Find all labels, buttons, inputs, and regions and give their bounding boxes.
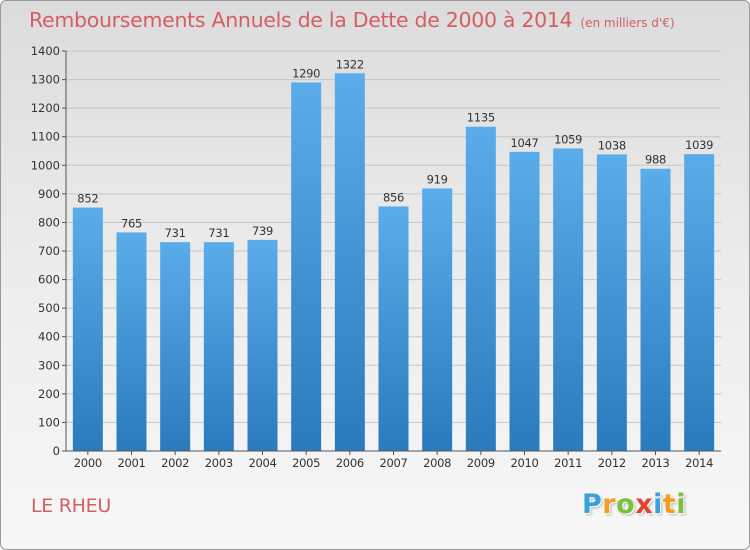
bar — [553, 148, 584, 451]
y-tick-label: 200 — [38, 387, 60, 401]
bar — [422, 188, 453, 451]
bars — [72, 73, 715, 452]
data-label: 765 — [121, 216, 142, 230]
bar — [378, 206, 409, 451]
x-tick-label: 2011 — [554, 456, 582, 470]
x-tick-label: 2007 — [379, 456, 407, 470]
y-tick-label: 600 — [38, 273, 60, 287]
x-tick-label: 2004 — [248, 456, 276, 470]
bar — [596, 154, 627, 451]
logo-letter: r — [602, 489, 617, 520]
bar — [684, 154, 715, 451]
commune-name: LE RHEU — [31, 495, 111, 517]
logo-letter: i — [676, 489, 687, 520]
data-label: 988 — [645, 153, 666, 167]
bar — [334, 73, 365, 452]
x-tick-label: 2000 — [74, 456, 102, 470]
bar — [72, 207, 103, 451]
y-tick-label: 1300 — [31, 73, 60, 87]
x-tick-label: 2005 — [292, 456, 320, 470]
bar — [116, 232, 147, 451]
bar — [247, 239, 278, 451]
data-label: 1039 — [685, 138, 713, 152]
y-tick-label: 0 — [53, 444, 60, 458]
y-tick-label: 100 — [38, 415, 60, 429]
axes: 0 100 200 300 400 500 600 700 800 900 1000 1100 1200… — [31, 44, 721, 470]
chart-subtitle: (en milliers d'€) — [580, 16, 675, 30]
data-label: 1135 — [467, 111, 495, 125]
x-tick-label: 2002 — [161, 456, 189, 470]
value-labels: 852 765 731 731 739 1290 1322 856 919 1135 1047 105… — [77, 57, 713, 240]
data-label: 856 — [383, 190, 404, 204]
data-label: 1047 — [510, 136, 538, 150]
data-label: 731 — [208, 226, 229, 240]
data-label: 1038 — [598, 138, 626, 152]
data-label: 739 — [252, 224, 273, 238]
data-label: 731 — [165, 226, 186, 240]
y-tick-label: 1200 — [31, 101, 60, 115]
data-label: 1059 — [554, 132, 582, 146]
x-tick-label: 2013 — [641, 456, 669, 470]
data-label: 919 — [427, 172, 448, 186]
x-tick-label: 2014 — [685, 456, 713, 470]
x-tick-label: 2003 — [205, 456, 233, 470]
bar — [203, 242, 234, 451]
data-label: 852 — [77, 192, 98, 206]
y-tick-label: 800 — [38, 215, 60, 229]
y-tick-label: 400 — [38, 330, 60, 344]
data-label: 1290 — [292, 66, 320, 80]
data-label: 1322 — [336, 57, 364, 71]
logo-letter: o — [616, 489, 636, 520]
bar — [465, 126, 496, 451]
y-tick-label: 700 — [38, 244, 60, 258]
logo-letter: i — [653, 489, 663, 520]
chart-title: Remboursements Annuels de la Dette de 20… — [29, 8, 675, 32]
y-tick-label: 500 — [38, 301, 60, 315]
y-tick-label: 900 — [38, 187, 60, 201]
x-tick-label: 2010 — [510, 456, 538, 470]
proxiti-logo: Proxiti — [582, 489, 686, 520]
bar — [160, 242, 191, 451]
y-tick-label: 1000 — [31, 158, 60, 172]
logo-letter: x — [635, 489, 654, 520]
logo-letter: P — [582, 489, 603, 520]
logo-letter: t — [662, 489, 677, 520]
bar — [291, 82, 322, 451]
x-tick-label: 2001 — [117, 456, 145, 470]
bar — [509, 151, 540, 451]
y-tick-label: 1100 — [31, 130, 60, 144]
x-tick-label: 2006 — [336, 456, 364, 470]
y-tick-label: 300 — [38, 358, 60, 372]
chart-title-text: Remboursements Annuels de la Dette de 20… — [29, 8, 573, 32]
x-tick-label: 2008 — [423, 456, 451, 470]
x-tick-label: 2009 — [467, 456, 495, 470]
x-tick-label: 2012 — [598, 456, 626, 470]
bar — [640, 168, 671, 451]
y-tick-label: 1400 — [31, 44, 60, 58]
